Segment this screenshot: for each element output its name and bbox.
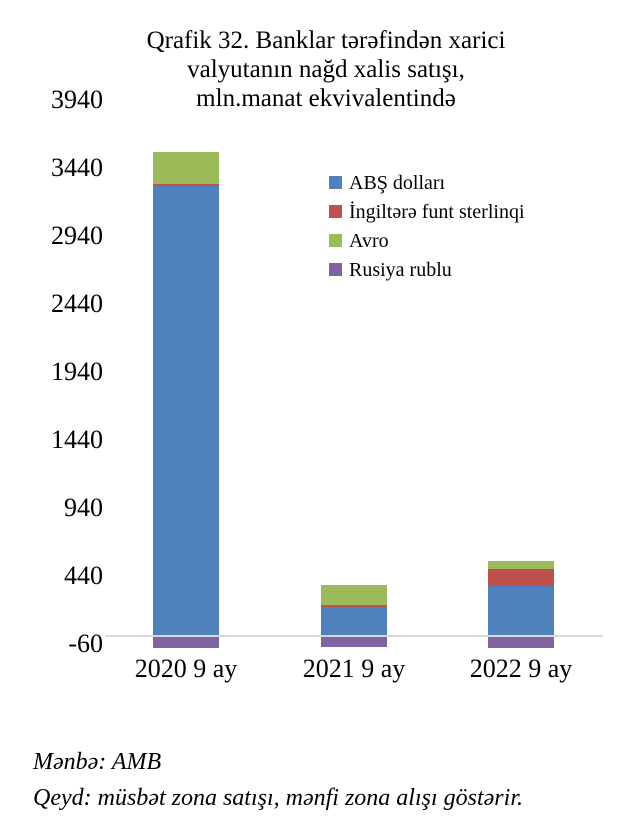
y-axis-tick-label: 2440 — [51, 289, 103, 319]
chart-title: Qrafik 32. Banklar tərəfindən xarici val… — [10, 26, 620, 113]
chart-title-line-2: valyutanın nağd xalis satışı, — [187, 56, 465, 83]
bar-segment — [488, 561, 554, 570]
bar-segment — [321, 605, 387, 607]
legend-item: Avro — [329, 226, 525, 255]
y-axis-tick-label: 940 — [64, 493, 103, 523]
bar-segment — [488, 636, 554, 649]
bar-segment — [321, 585, 387, 606]
x-axis-category-label: 2022 9 ay — [469, 654, 573, 683]
legend-color-swatch — [329, 205, 342, 218]
legend: ABŞ dolları İngiltərə funt sterlinqi Avro R… — [329, 168, 525, 284]
source-text: Mənbə: AMB — [33, 749, 162, 775]
chart-title-line-3: mln.manat ekvivalentində — [196, 85, 456, 112]
bar-segment — [321, 636, 387, 647]
legend-item: ABŞ dolları — [329, 168, 525, 197]
y-axis-tick-label: 1940 — [51, 357, 103, 387]
legend-item-label: ABŞ dolları — [349, 171, 446, 194]
legend-color-swatch — [329, 176, 342, 189]
note-text: Qeyd: müsbət zona satışı, mənfi zona alı… — [33, 785, 523, 811]
x-axis-category-label: 2020 9 ay — [134, 654, 238, 683]
legend-item-label: Avro — [349, 229, 389, 252]
y-axis-tick-label: 3440 — [51, 153, 103, 183]
bar-segment — [488, 569, 554, 586]
chart-title-line-1: Qrafik 32. Banklar tərəfindən xarici — [146, 27, 506, 54]
y-axis-tick-label: 1440 — [51, 425, 103, 455]
bar-segment — [153, 185, 219, 636]
legend-color-swatch — [329, 234, 342, 247]
legend-color-swatch — [329, 263, 342, 276]
bar-segment — [153, 151, 219, 184]
bar-segment — [153, 636, 219, 649]
legend-item: İngiltərə funt sterlinqi — [329, 197, 525, 226]
y-axis-tick-label: 440 — [64, 561, 103, 591]
y-axis-tick-label: 2940 — [51, 221, 103, 251]
bar-segment — [321, 606, 387, 636]
category-axis-line — [105, 635, 603, 637]
x-axis-category-label: 2021 9 ay — [302, 654, 406, 683]
y-axis-tick-label: 3940 — [51, 85, 103, 115]
legend-item-label: Rusiya rublu — [349, 258, 452, 281]
y-axis-tick-label: -60 — [68, 629, 103, 659]
legend-item-label: İngiltərə funt sterlinqi — [349, 200, 525, 223]
bar-segment — [153, 183, 219, 186]
legend-item: Rusiya rublu — [329, 255, 525, 284]
bar-segment — [488, 585, 554, 636]
